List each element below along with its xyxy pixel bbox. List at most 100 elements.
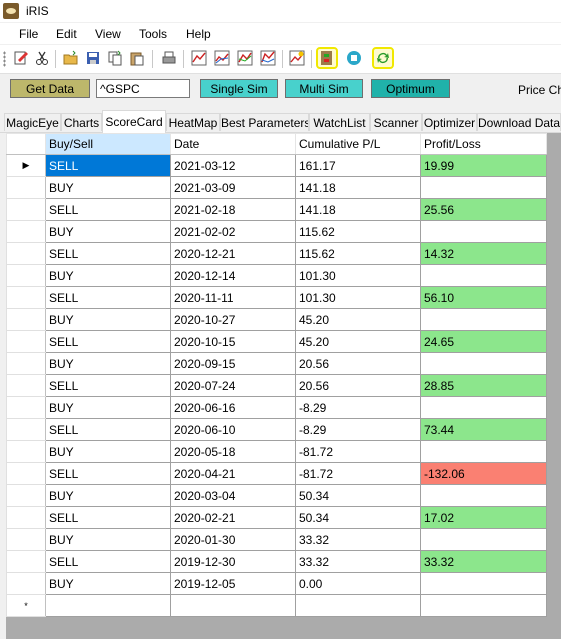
paste-icon[interactable]: [128, 49, 146, 67]
cell-cumulative-pl[interactable]: -8.29: [295, 396, 421, 419]
cell-cumulative-pl[interactable]: 161.17: [295, 154, 421, 177]
edit-doc-icon[interactable]: [12, 49, 30, 67]
cell-profit-loss[interactable]: [420, 484, 547, 507]
cell-buy-sell[interactable]: SELL: [45, 462, 171, 485]
cell-date[interactable]: 2020-01-30: [170, 528, 296, 551]
table-row[interactable]: ▶ SELL 2021-03-12 161.17 19.99: [6, 154, 547, 177]
cell-profit-loss[interactable]: 28.85: [420, 374, 547, 397]
cell-buy-sell[interactable]: SELL: [45, 286, 171, 309]
row-header[interactable]: [6, 396, 46, 419]
table-row[interactable]: SELL 2020-11-11 101.30 56.10: [6, 286, 547, 309]
row-header[interactable]: [6, 264, 46, 287]
menu-edit[interactable]: Edit: [56, 27, 77, 41]
cell-cumulative-pl[interactable]: 20.56: [295, 352, 421, 375]
cell-date[interactable]: 2020-12-21: [170, 242, 296, 265]
tab-best-parameters[interactable]: Best Parameters: [220, 113, 309, 131]
cell-profit-loss[interactable]: [420, 396, 547, 419]
cell-profit-loss[interactable]: [420, 308, 547, 331]
column-header-profit-loss[interactable]: Profit/Loss: [420, 133, 547, 155]
cell-profit-loss[interactable]: [420, 572, 547, 595]
refresh-icon[interactable]: [372, 47, 394, 69]
cell-cumulative-pl[interactable]: -81.72: [295, 462, 421, 485]
table-row[interactable]: BUY 2020-12-14 101.30: [6, 264, 547, 287]
cell-date[interactable]: 2020-11-11: [170, 286, 296, 309]
table-row[interactable]: SELL 2020-02-21 50.34 17.02: [6, 506, 547, 529]
table-row[interactable]: SELL 2020-12-21 115.62 14.32: [6, 242, 547, 265]
cell-buy-sell[interactable]: SELL: [45, 418, 171, 441]
table-row[interactable]: BUY 2021-03-09 141.18: [6, 176, 547, 199]
new-row[interactable]: *: [6, 594, 547, 617]
chart-2-icon[interactable]: [213, 49, 231, 67]
cell-cumulative-pl[interactable]: 0.00: [295, 572, 421, 595]
cell-profit-loss[interactable]: 24.65: [420, 330, 547, 353]
tab-optimizer[interactable]: Optimizer: [422, 113, 477, 131]
row-header[interactable]: ▶: [6, 154, 46, 177]
row-header[interactable]: [6, 286, 46, 309]
cell-buy-sell[interactable]: BUY: [45, 308, 171, 331]
cell-profit-loss[interactable]: [420, 440, 547, 463]
tab-heatmap[interactable]: HeatMap: [166, 113, 220, 131]
cell-cumulative-pl[interactable]: 141.18: [295, 176, 421, 199]
row-header[interactable]: [6, 374, 46, 397]
table-row[interactable]: BUY 2020-09-15 20.56: [6, 352, 547, 375]
cell-profit-loss[interactable]: [420, 220, 547, 243]
cell-cumulative-pl[interactable]: 115.62: [295, 220, 421, 243]
tab-magiceye[interactable]: MagicEye: [4, 113, 61, 131]
cell-date[interactable]: 2020-09-15: [170, 352, 296, 375]
cell-cumulative-pl[interactable]: -8.29: [295, 418, 421, 441]
menu-file[interactable]: File: [19, 27, 39, 41]
get-data-button[interactable]: Get Data: [10, 79, 90, 98]
table-row[interactable]: SELL 2020-10-15 45.20 24.65: [6, 330, 547, 353]
row-header[interactable]: [6, 550, 46, 573]
cell-buy-sell[interactable]: SELL: [45, 506, 171, 529]
cell-buy-sell[interactable]: BUY: [45, 528, 171, 551]
menu-tools[interactable]: Tools: [139, 27, 168, 41]
table-row[interactable]: SELL 2020-06-10 -8.29 73.44: [6, 418, 547, 441]
new-row-cell[interactable]: [295, 594, 421, 617]
cell-cumulative-pl[interactable]: 115.62: [295, 242, 421, 265]
tab-watchlist[interactable]: WatchList: [309, 113, 370, 131]
table-row[interactable]: BUY 2020-01-30 33.32: [6, 528, 547, 551]
cell-cumulative-pl[interactable]: 141.18: [295, 198, 421, 221]
row-header[interactable]: [6, 440, 46, 463]
row-header[interactable]: [6, 418, 46, 441]
row-header[interactable]: [6, 528, 46, 551]
row-header[interactable]: [6, 242, 46, 265]
new-row-header[interactable]: *: [6, 594, 46, 617]
row-header[interactable]: [6, 484, 46, 507]
cell-buy-sell[interactable]: BUY: [45, 176, 171, 199]
new-row-cell[interactable]: [420, 594, 547, 617]
cell-buy-sell[interactable]: BUY: [45, 264, 171, 287]
new-row-cell[interactable]: [45, 594, 171, 617]
cell-date[interactable]: 2021-02-02: [170, 220, 296, 243]
cell-buy-sell[interactable]: SELL: [45, 154, 171, 177]
cell-date[interactable]: 2019-12-30: [170, 550, 296, 573]
cell-profit-loss[interactable]: -132.06: [420, 462, 547, 485]
column-header-buy-sell[interactable]: Buy/Sell: [45, 133, 171, 155]
cell-date[interactable]: 2020-06-16: [170, 396, 296, 419]
row-header[interactable]: [6, 572, 46, 595]
tab-download-data[interactable]: Download Data: [477, 113, 561, 131]
optimum-button[interactable]: Optimum: [371, 79, 450, 98]
cell-buy-sell[interactable]: BUY: [45, 396, 171, 419]
cell-date[interactable]: 2020-02-21: [170, 506, 296, 529]
cell-cumulative-pl[interactable]: 45.20: [295, 308, 421, 331]
cell-date[interactable]: 2020-07-24: [170, 374, 296, 397]
cell-profit-loss[interactable]: 73.44: [420, 418, 547, 441]
cell-date[interactable]: 2021-03-12: [170, 154, 296, 177]
cell-profit-loss[interactable]: [420, 352, 547, 375]
row-header[interactable]: [6, 352, 46, 375]
cell-buy-sell[interactable]: BUY: [45, 352, 171, 375]
cell-buy-sell[interactable]: SELL: [45, 242, 171, 265]
cell-buy-sell[interactable]: BUY: [45, 572, 171, 595]
cell-buy-sell[interactable]: SELL: [45, 198, 171, 221]
multi-sim-button[interactable]: Multi Sim: [285, 79, 363, 98]
column-header-date[interactable]: Date: [170, 133, 296, 155]
single-sim-button[interactable]: Single Sim: [200, 79, 278, 98]
cell-profit-loss[interactable]: 17.02: [420, 506, 547, 529]
cell-date[interactable]: 2021-02-18: [170, 198, 296, 221]
cell-cumulative-pl[interactable]: 45.20: [295, 330, 421, 353]
table-row[interactable]: BUY 2020-10-27 45.20: [6, 308, 547, 331]
cell-cumulative-pl[interactable]: 33.32: [295, 528, 421, 551]
chart-3-icon[interactable]: [236, 49, 254, 67]
